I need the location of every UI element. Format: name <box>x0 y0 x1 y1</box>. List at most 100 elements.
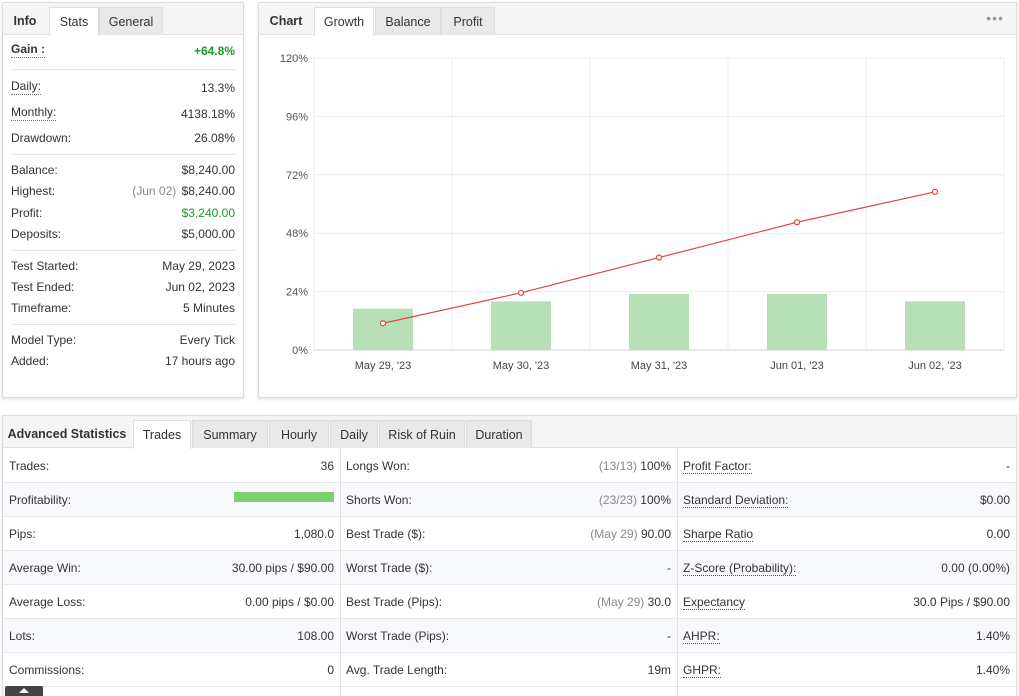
growth-chart: 0% 24% 48% 72% 96% 120% May 29, '23 May 30, '23… <box>259 36 1016 397</box>
tab-chart[interactable]: Chart <box>269 14 303 28</box>
table-cell: Sharpe Ratio 0.00 <box>677 517 1016 551</box>
stat-label-text: Best Trade ($): <box>346 527 426 541</box>
stat-label[interactable]: Monthly: <box>11 105 57 121</box>
scroll-up-button[interactable] <box>5 686 43 696</box>
table-cell: Best Trade (Pips): (May 29) 30.0 <box>340 585 677 619</box>
table-row: Pips: 1,080.0 Best Trade ($): (May 29) 90.0… <box>3 517 1016 551</box>
stat-value: (23/23) 100% <box>599 483 671 517</box>
table-row: Profitability: Shorts Won: (23/23) 100% Sta… <box>3 483 1016 517</box>
chart-grid <box>313 57 1005 351</box>
tab-growth[interactable]: Growth <box>314 7 374 36</box>
tab-balance[interactable]: Balance <box>375 7 441 35</box>
stat-profit: Profit: $3,240.00 <box>11 203 235 223</box>
stat-label-text: Profitability: <box>9 493 72 507</box>
stat-label-text: Z-Score (Probability): <box>683 561 797 576</box>
stat-label-text: Expectancy <box>683 595 746 610</box>
stat-label: Best Trade (Pips): <box>346 585 442 619</box>
chart-bar <box>905 301 965 350</box>
table-cell: Average Loss: 0.00 pips / $0.00 <box>3 585 340 619</box>
stat-label-text: Worst Trade (Pips): <box>346 629 450 643</box>
table-cell: GHPR: 1.40% <box>677 653 1016 687</box>
stat-label: Average Win: <box>9 551 81 585</box>
stat-value: (13/13) 100% <box>599 449 671 483</box>
stat-model-type: Model Type: Every Tick <box>11 330 235 350</box>
stat-label: Lots: <box>9 619 35 653</box>
stat-label[interactable]: Profit Factor: <box>683 449 752 483</box>
column-divider <box>340 449 341 696</box>
divider <box>11 69 235 70</box>
tab-profit[interactable]: Profit <box>441 7 495 35</box>
divider <box>11 250 235 251</box>
x-tick-label: May 31, '23 <box>631 360 688 372</box>
tab-daily[interactable]: Daily <box>330 420 378 448</box>
stat-value: $3,240.00 <box>181 206 235 220</box>
stat-value-text: 19m <box>647 663 671 677</box>
stat-value-text: 100% <box>640 493 671 507</box>
stat-value: 1,080.0 <box>294 517 334 551</box>
stat-timeframe: Timeframe: 5 Minutes <box>11 298 235 318</box>
stat-label: Shorts Won: <box>346 483 412 517</box>
stat-value: 30.0 Pips / $90.00 <box>913 585 1010 619</box>
stat-label-text: Pips: <box>9 527 36 541</box>
stat-drawdown: Drawdown: 26.08% <box>11 128 235 148</box>
x-tick-label: Jun 02, '23 <box>908 360 961 372</box>
table-cell: Expectancy 30.0 Pips / $90.00 <box>677 585 1016 619</box>
stat-label-text: Standard Deviation: <box>683 493 789 508</box>
stat-value-text: - <box>667 561 671 575</box>
stat-value: 19m <box>648 653 671 687</box>
tab-general[interactable]: General <box>99 7 163 35</box>
x-tick-label: Jun 01, '23 <box>770 360 823 372</box>
stat-label: Profit: <box>11 206 43 220</box>
chart-bar <box>629 294 689 350</box>
table-cell: Average Win: 30.00 pips / $90.00 <box>3 551 340 585</box>
stat-test-ended: Test Ended: Jun 02, 2023 <box>11 277 235 297</box>
tab-trades[interactable]: Trades <box>133 420 191 449</box>
tab-hourly[interactable]: Hourly <box>269 420 329 448</box>
stat-label: Avg. Trade Length: <box>346 653 447 687</box>
stat-label-text: Lots: <box>9 629 36 643</box>
stat-label[interactable]: AHPR: <box>683 619 720 653</box>
stat-value-text: 30.0 Pips / $90.00 <box>913 595 1010 609</box>
profitability-bar <box>234 492 334 502</box>
stat-label[interactable]: Daily: <box>11 79 42 95</box>
stat-label[interactable]: GHPR: <box>683 653 722 687</box>
stat-value: 0 <box>327 653 334 687</box>
tab-risk-of-ruin[interactable]: Risk of Ruin <box>379 420 465 448</box>
stat-label[interactable]: Sharpe Ratio <box>683 517 754 551</box>
stat-value: 5 Minutes <box>182 301 235 315</box>
stat-prefix: (May 29) <box>596 595 645 609</box>
table-cell: Profitability: <box>3 483 340 517</box>
stat-label-text: Avg. Trade Length: <box>346 663 448 677</box>
stat-value: Every Tick <box>179 333 235 347</box>
stat-value: (May 29) 90.00 <box>590 517 671 551</box>
divider <box>11 324 235 325</box>
table-cell: Trades: 36 <box>3 449 340 483</box>
stat-label[interactable]: Gain : <box>11 42 46 58</box>
stat-highest: Highest: (Jun 02) $8,240.00 <box>11 181 235 201</box>
stat-label[interactable]: Expectancy <box>683 585 746 619</box>
stat-label[interactable]: Standard Deviation: <box>683 483 789 517</box>
more-options-icon[interactable]: ••• <box>986 10 1004 26</box>
tab-duration[interactable]: Duration <box>466 420 532 448</box>
stat-test-started: Test Started: May 29, 2023 <box>11 256 235 276</box>
table-row: Average Win: 30.00 pips / $90.00 Worst Tra… <box>3 551 1016 585</box>
chart-bar <box>491 301 551 350</box>
stat-label: Timeframe: <box>11 301 72 315</box>
table-cell: Worst Trade ($): - <box>340 551 677 585</box>
tab-advanced-statistics[interactable]: Advanced Statistics <box>7 427 127 441</box>
stat-monthly: Monthly: 4138.18% <box>11 104 235 124</box>
y-tick-label: 48% <box>286 228 308 240</box>
stat-label: Best Trade ($): <box>346 517 425 551</box>
table-cell: Best Trade ($): (May 29) 90.00 <box>340 517 677 551</box>
stat-value: $0.00 <box>980 483 1010 517</box>
divider <box>11 154 235 155</box>
stat-label[interactable]: Z-Score (Probability): <box>683 551 797 585</box>
stat-value: 108.00 <box>297 619 334 653</box>
stat-value-text: 0.00 <box>986 527 1010 541</box>
stat-value-text: 90.00 <box>640 527 671 541</box>
stat-label: Pips: <box>9 517 36 551</box>
tab-info[interactable]: Info <box>13 14 37 28</box>
x-tick-label: May 30, '23 <box>493 360 550 372</box>
tab-summary[interactable]: Summary <box>192 420 268 448</box>
tab-stats[interactable]: Stats <box>49 7 99 36</box>
